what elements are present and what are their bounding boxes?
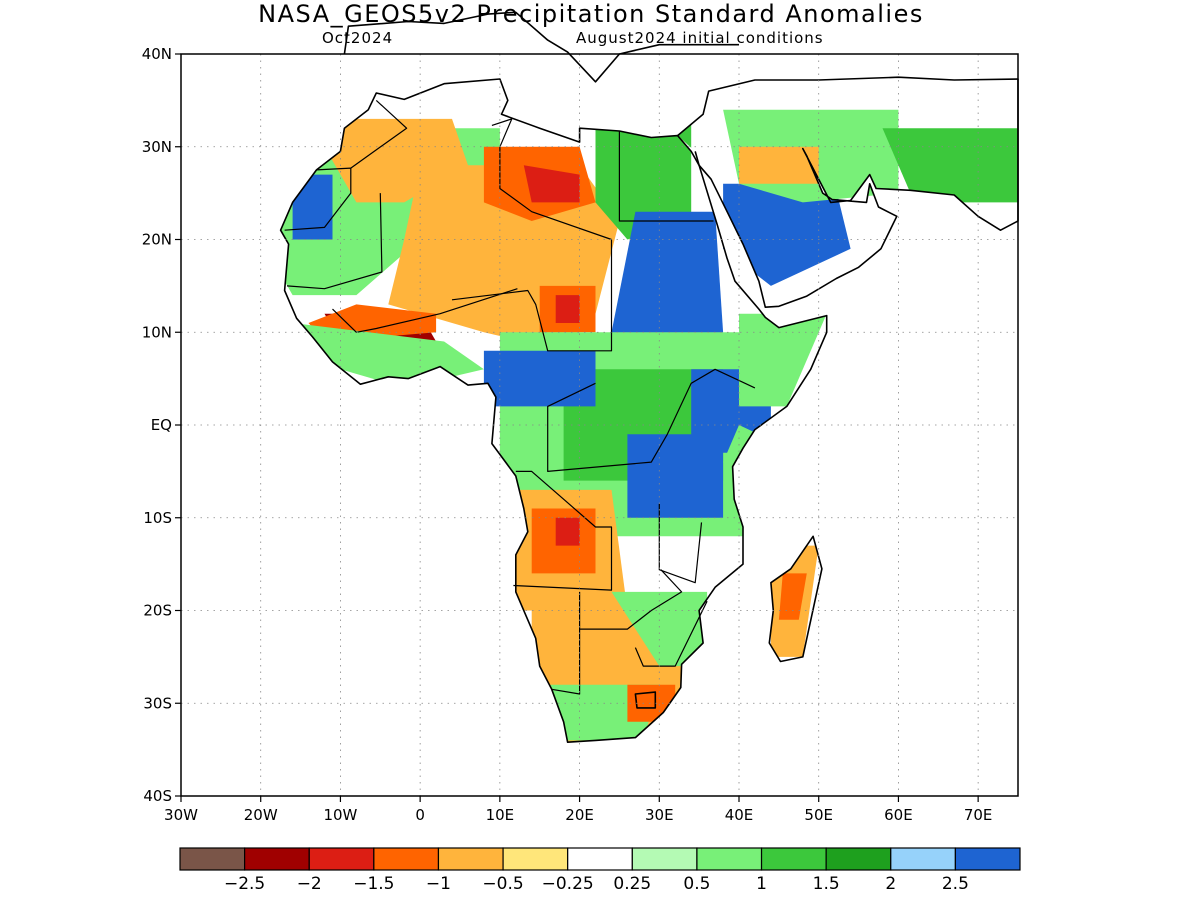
colorbar-label: 1.5	[813, 874, 840, 894]
initial-conditions: August2024 initial conditions	[576, 29, 824, 47]
colorbar: −2.5 −2 −1.5 −1 −0.5 −0.25 0.25 0.5 1 1.5 2 2.5	[179, 847, 1021, 894]
lat-tick-label: 20S	[143, 602, 172, 620]
latitude-tick-labels: 40N 30N 20N 10N EQ 10S 20S 30S 40S	[142, 45, 181, 805]
anomaly-region-31	[778, 573, 807, 620]
border-3	[491, 118, 612, 241]
lon-tick-label: 10E	[486, 806, 515, 824]
anomaly-region-16	[882, 128, 1018, 203]
lat-tick-label: 40S	[143, 787, 172, 805]
madagascar-coast	[768, 535, 823, 663]
border-10	[579, 569, 683, 630]
border-4	[618, 131, 714, 222]
lat-tick-label: EQ	[151, 416, 172, 434]
anomaly-region-20	[627, 434, 724, 518]
lon-tick-label: 10W	[323, 806, 357, 824]
colorbar-swatch	[244, 847, 310, 871]
colorbar-swatch	[631, 847, 698, 871]
arabia-coast	[677, 76, 1019, 309]
anomaly-region-27	[611, 591, 708, 667]
colorbar-swatch	[502, 847, 569, 871]
colorbar-label: −0.25	[542, 874, 594, 894]
africa-coast	[279, 78, 828, 744]
border-1	[350, 99, 408, 169]
forecast-month: Oct2024	[322, 29, 394, 47]
lon-tick-label: 70E	[964, 806, 993, 824]
lat-tick-label: 30S	[143, 694, 172, 712]
anomaly-region-13	[723, 183, 851, 286]
colorbar-swatch	[567, 847, 633, 871]
anomaly-region-1	[292, 174, 333, 240]
colorbar-swatch	[696, 847, 763, 871]
anomaly-region-12	[611, 211, 724, 370]
colorbar-label: 0.5	[683, 874, 710, 894]
border-7	[547, 368, 756, 472]
border-0	[284, 167, 352, 231]
lon-tick-label: 30E	[645, 806, 674, 824]
colorbar-swatch	[890, 847, 956, 871]
colorbar-label: −0.5	[482, 874, 523, 894]
anomaly-region-7	[555, 295, 580, 323]
anomaly-region-19	[483, 350, 596, 407]
anomaly-region-29	[627, 684, 676, 722]
longitude-tick-labels: 30W 20W 10W 0 10E 20E 30E 40E 50E 60E 70E	[164, 796, 992, 824]
colorbar-swatch	[437, 847, 504, 871]
colorbar-label: 2	[885, 874, 896, 894]
graticule	[180, 53, 1018, 797]
colorbar-swatch	[825, 847, 892, 871]
land-anomaly-fill	[280, 79, 1018, 743]
lat-tick-label: 30N	[142, 138, 172, 156]
colorbar-label: 1	[756, 874, 767, 894]
lat-tick-label: 40N	[142, 45, 172, 63]
europe-coast	[343, 11, 739, 83]
lon-tick-label: 0	[415, 806, 425, 824]
border-2	[286, 193, 383, 290]
colorbar-label: 0.25	[613, 874, 651, 894]
lat-tick-label: 10N	[142, 323, 172, 341]
colorbar-label: −1	[426, 874, 451, 894]
lat-tick-label: 10S	[143, 509, 172, 527]
lon-tick-label: 60E	[884, 806, 913, 824]
colorbar-swatch	[954, 847, 1021, 871]
lon-tick-label: 50E	[804, 806, 833, 824]
border-11	[658, 503, 703, 584]
anomaly-region-5	[523, 165, 580, 203]
map-title: NASA_GEOS5v2 Precipitation Standard Anom…	[258, 0, 924, 28]
colorbar-swatch	[179, 847, 246, 871]
lat-tick-label: 20N	[142, 231, 172, 249]
border-9	[551, 591, 581, 695]
lon-tick-label: 20E	[565, 806, 594, 824]
border-6	[332, 288, 518, 333]
colorbar-swatch	[760, 847, 827, 871]
colorbar-label: −2.5	[224, 874, 265, 894]
anomaly-regions	[280, 109, 1018, 743]
anomaly-region-22	[739, 313, 827, 407]
colorbar-swatch	[373, 847, 440, 871]
border-8	[513, 470, 613, 591]
lon-tick-label: 30W	[164, 806, 198, 824]
colorbar-swatch	[308, 847, 375, 871]
colorbar-label: −1.5	[353, 874, 394, 894]
colorbar-label: 2.5	[942, 874, 969, 894]
anomaly-region-15	[739, 146, 819, 184]
colorbar-label: −2	[297, 874, 322, 894]
lon-tick-label: 20W	[244, 806, 278, 824]
lon-tick-label: 40E	[725, 806, 754, 824]
anomaly-region-25	[555, 517, 580, 546]
